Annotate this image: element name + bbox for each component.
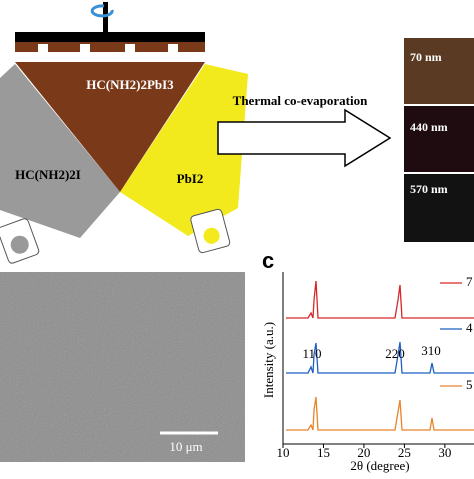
panel-label: c (262, 248, 274, 273)
peak-label: 220 (385, 346, 405, 361)
film-label: 440 nm (410, 120, 448, 134)
y-axis-label: Intensity (a.u.) (261, 322, 276, 398)
process-label: Thermal co-evaporation (233, 93, 368, 108)
films: 70 nm 440 nm 570 nm (404, 38, 474, 242)
x-tick-label: 25 (398, 445, 411, 460)
source-right-label: PbI2 (177, 171, 204, 186)
legend-label: 4 (466, 320, 473, 335)
x-tick-label: 10 (277, 445, 290, 460)
film-label: 70 nm (410, 50, 442, 64)
scale-bar-label: 10 μm (169, 439, 202, 454)
legend-label: 5 (466, 377, 473, 392)
xrd-plot: c Intensity (a.u.) 2θ (degree) 110 220 3… (261, 248, 474, 473)
legend-label: 7 (466, 274, 473, 289)
x-tick-label: 30 (438, 445, 451, 460)
film-label: 570 nm (410, 182, 448, 196)
x-tick-label: 15 (317, 445, 330, 460)
peak-label: 310 (421, 343, 441, 358)
schematic: HC(NH2)2PbI3 HC(NH2)2I PbI2 Thermal co-e… (0, 2, 392, 264)
sem-image: 10 μm (0, 272, 245, 462)
peak-label: 110 (302, 346, 321, 361)
x-axis-label: 2θ (degree) (350, 458, 409, 473)
source-left-label: HC(NH2)2I (15, 167, 81, 182)
product-label: HC(NH2)2PbI3 (86, 77, 174, 92)
x-tick-label: 20 (357, 445, 370, 460)
